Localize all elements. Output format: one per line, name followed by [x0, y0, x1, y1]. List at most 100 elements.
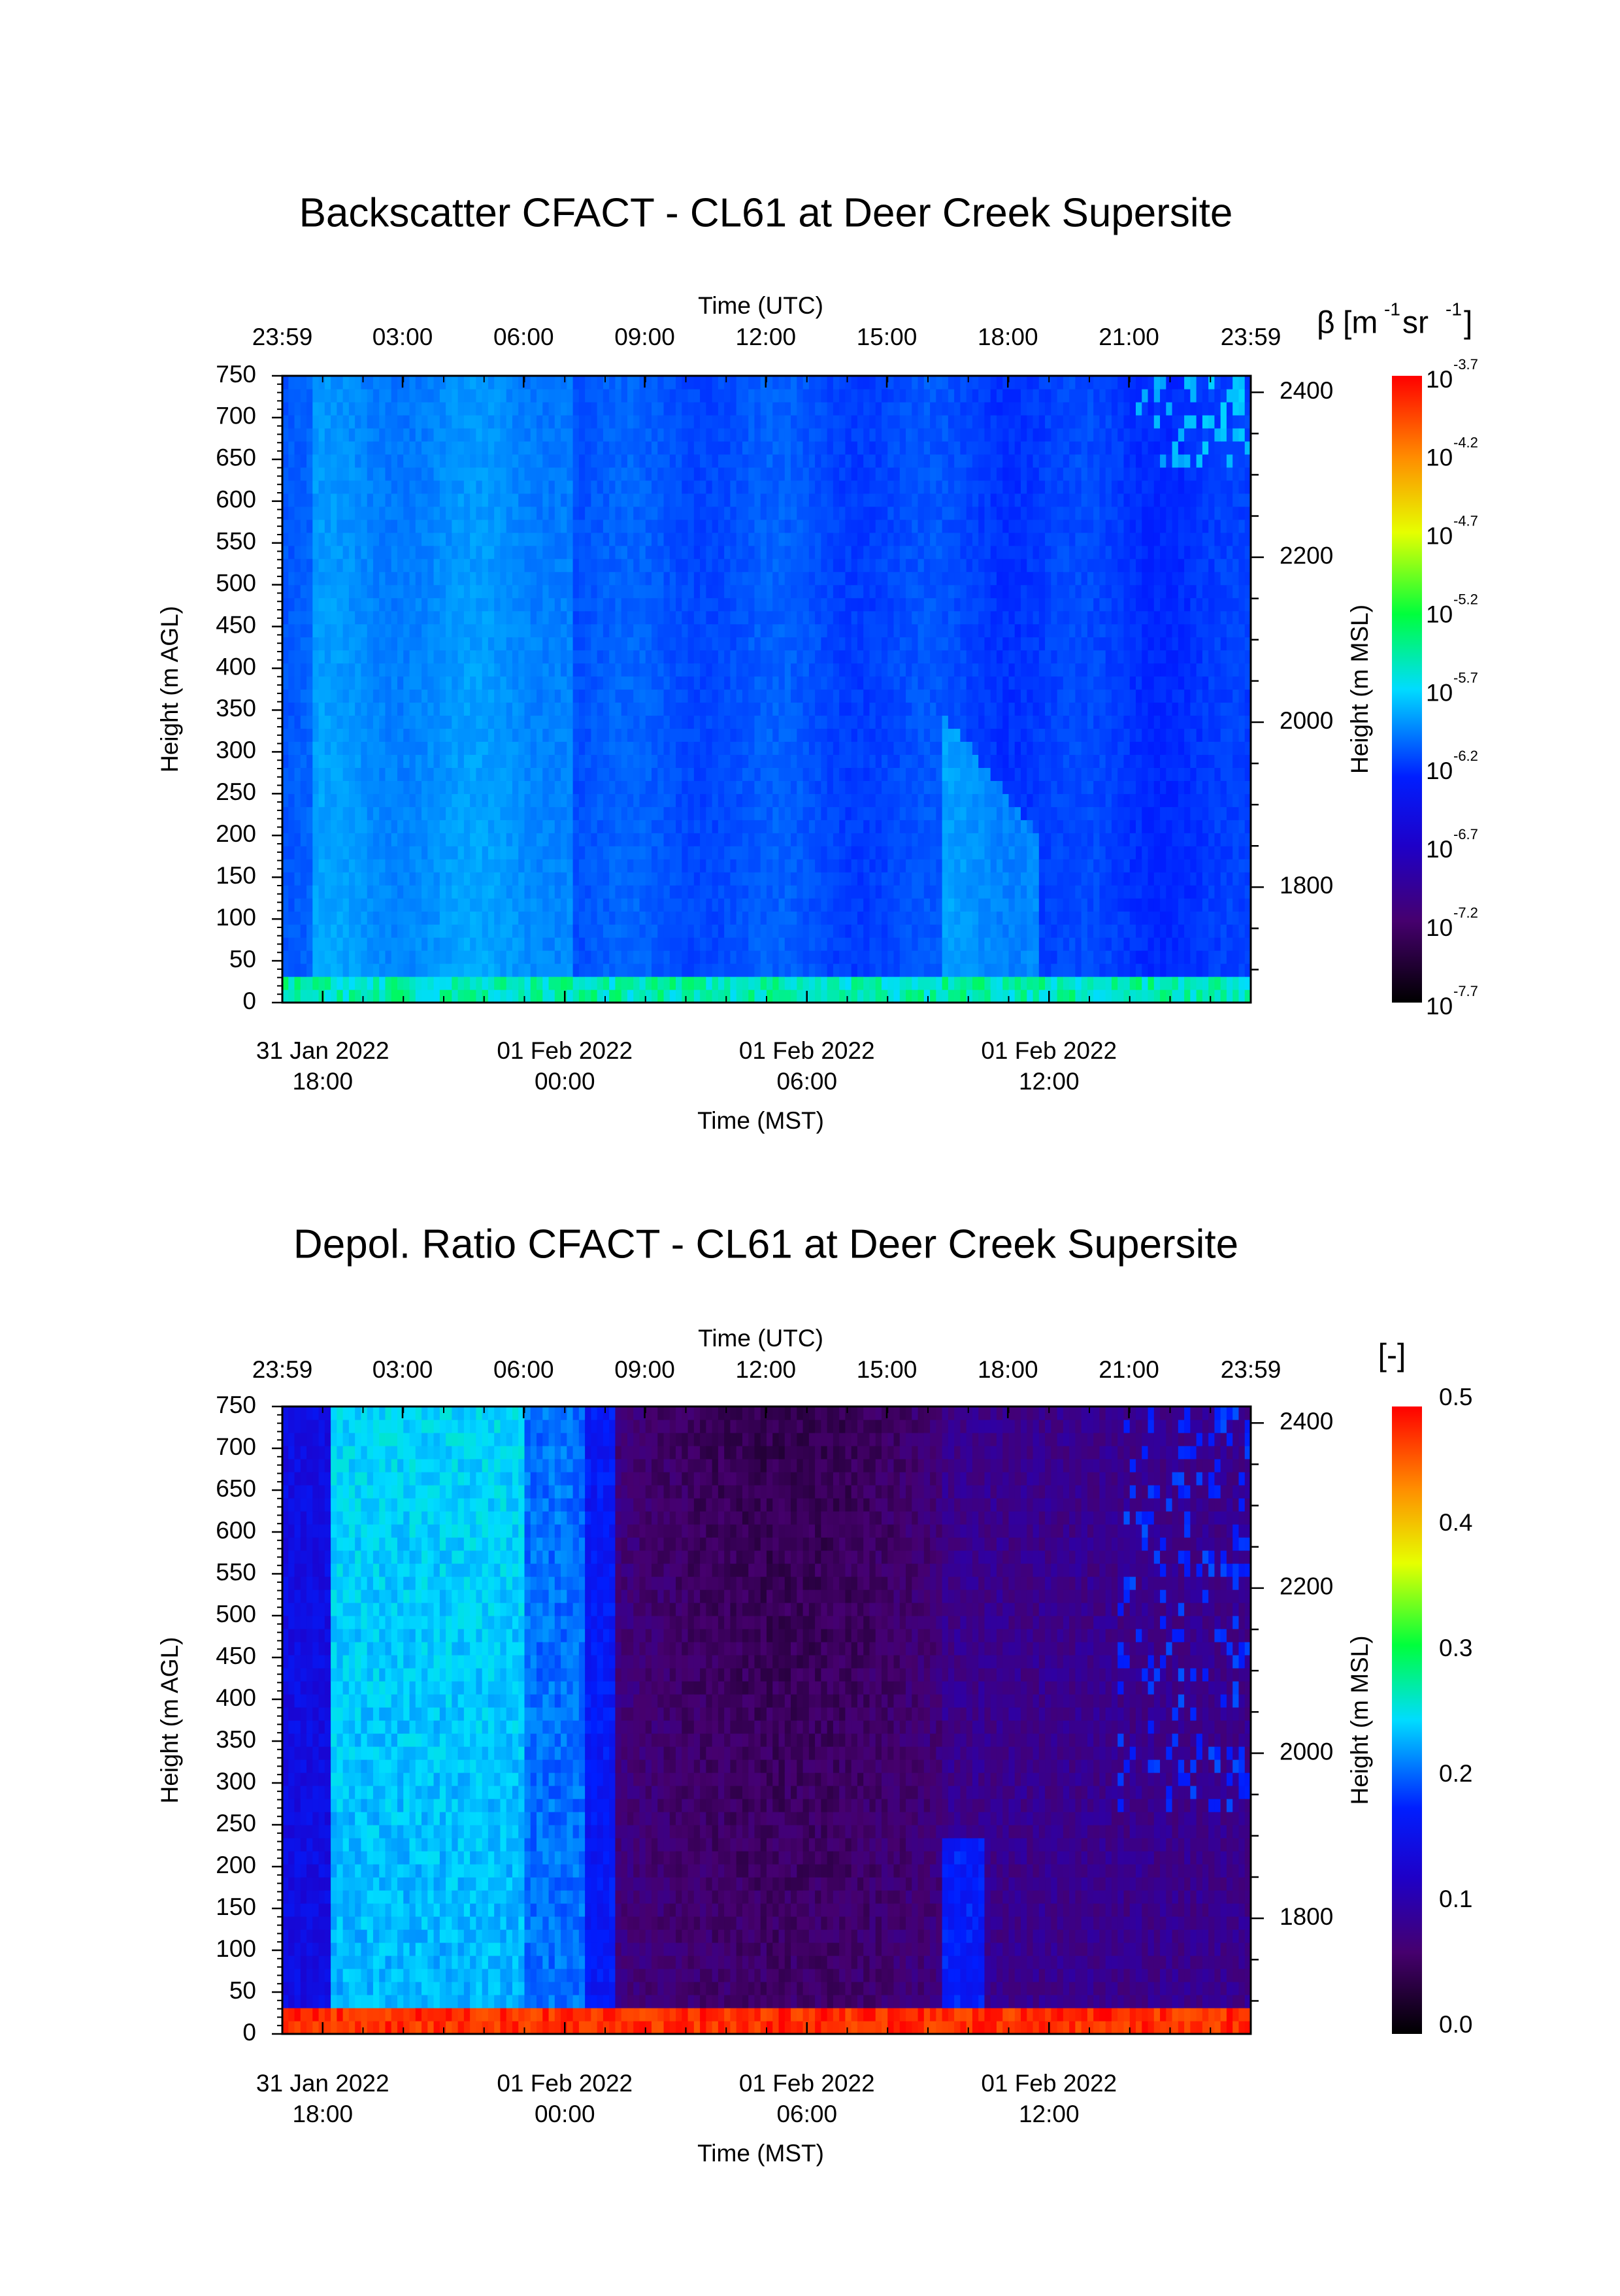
heatmap-cell — [670, 793, 676, 807]
heatmap-cell — [373, 533, 380, 546]
heatmap-cell — [827, 715, 834, 729]
heatmap-cell — [470, 520, 476, 533]
heatmap-cell — [863, 520, 870, 533]
heatmap-cell — [482, 428, 489, 442]
heatmap-cell — [718, 611, 725, 625]
heatmap-cell — [319, 402, 325, 416]
heatmap-cell — [603, 624, 610, 638]
heatmap-cell — [295, 911, 301, 925]
heatmap-cell — [434, 990, 440, 1003]
heatmap-cell — [373, 467, 380, 481]
heatmap-cell — [894, 728, 901, 742]
heatmap-cell — [748, 637, 755, 651]
heatmap-cell — [900, 898, 906, 912]
heatmap-cell — [809, 702, 816, 716]
heatmap-cell — [748, 741, 755, 755]
heatmap-cell — [748, 690, 755, 703]
heatmap-cell — [446, 990, 452, 1003]
heatmap-cell — [894, 480, 901, 494]
heatmap-cell — [446, 650, 452, 664]
heatmap-cell — [585, 690, 591, 703]
heatmap-cell — [343, 924, 350, 938]
heatmap-cell — [312, 493, 319, 507]
heatmap-cell — [464, 637, 471, 651]
heatmap-cell — [555, 533, 561, 546]
heatmap-cell — [295, 611, 301, 625]
heatmap-cell — [301, 767, 307, 781]
heatmap-cell — [288, 898, 295, 912]
heatmap-cell — [803, 767, 810, 781]
heatmap-cell — [839, 428, 846, 442]
heatmap-cell — [525, 872, 531, 886]
heatmap-cell — [312, 676, 319, 690]
heatmap-cell — [609, 520, 616, 533]
heatmap-cell — [488, 911, 495, 925]
heatmap-cell — [748, 402, 755, 416]
heatmap-cell — [355, 572, 361, 586]
heatmap-cell — [403, 585, 410, 599]
heatmap-cell — [857, 598, 864, 612]
heatmap-cell — [446, 767, 452, 781]
heatmap-cell — [791, 885, 797, 899]
heatmap-cell — [391, 715, 398, 729]
heatmap-cell — [555, 467, 561, 481]
heatmap-cell — [869, 441, 876, 455]
heatmap-cell — [845, 793, 851, 807]
heatmap-cell — [537, 624, 543, 638]
heatmap-cell — [361, 690, 367, 703]
heatmap-cell — [803, 807, 810, 820]
heatmap-cell — [367, 911, 374, 925]
heatmap-cell — [742, 911, 749, 925]
heatmap-cell — [724, 728, 731, 742]
heatmap-cell — [863, 663, 870, 677]
heatmap-cell — [730, 846, 736, 859]
heatmap-cell — [288, 793, 295, 807]
heatmap-cell — [555, 454, 561, 468]
heatmap-cell — [301, 690, 307, 703]
heatmap-cell — [821, 690, 827, 703]
heatmap-cell — [464, 585, 471, 599]
heatmap-cell — [676, 859, 682, 873]
heatmap-cell — [542, 976, 549, 990]
heatmap-cell — [730, 624, 736, 638]
heatmap-cell — [537, 559, 543, 573]
heatmap-cell — [500, 611, 506, 625]
heatmap-cell — [349, 963, 355, 977]
heatmap-cell — [900, 793, 906, 807]
heatmap-cell — [391, 872, 398, 886]
heatmap-cell — [385, 598, 391, 612]
heatmap-cell — [555, 376, 561, 390]
heatmap-cell — [391, 507, 398, 520]
heatmap-cell — [772, 990, 779, 1003]
heatmap-cell — [706, 480, 712, 494]
heatmap-cell — [882, 389, 888, 403]
heatmap-cell — [488, 833, 495, 846]
heatmap-cell — [724, 833, 731, 846]
heatmap-cell — [337, 559, 343, 573]
heatmap-cell — [718, 820, 725, 833]
heatmap-cell — [603, 428, 610, 442]
heatmap-cell — [488, 441, 495, 455]
heatmap-cell — [385, 963, 391, 977]
heatmap-cell — [809, 793, 816, 807]
heatmap-cell — [609, 911, 616, 925]
heatmap-cell — [809, 990, 816, 1003]
heatmap-cell — [458, 663, 465, 677]
heatmap-cell — [482, 793, 489, 807]
heatmap-cell — [561, 520, 567, 533]
heatmap-cell — [585, 963, 591, 977]
heatmap-cell — [887, 950, 894, 964]
heatmap-cell — [621, 846, 628, 859]
heatmap-cell — [754, 376, 761, 390]
heatmap-cell — [664, 690, 670, 703]
heatmap-cell — [639, 898, 646, 912]
heatmap-cell — [391, 454, 398, 468]
heatmap-cell — [591, 624, 597, 638]
heatmap-cell — [845, 924, 851, 938]
heatmap-cell — [682, 911, 688, 925]
heatmap-cell — [464, 454, 471, 468]
heatmap-cell — [748, 754, 755, 768]
heatmap-cell — [349, 389, 355, 403]
heatmap-cell — [797, 598, 803, 612]
heatmap-cell — [573, 402, 580, 416]
